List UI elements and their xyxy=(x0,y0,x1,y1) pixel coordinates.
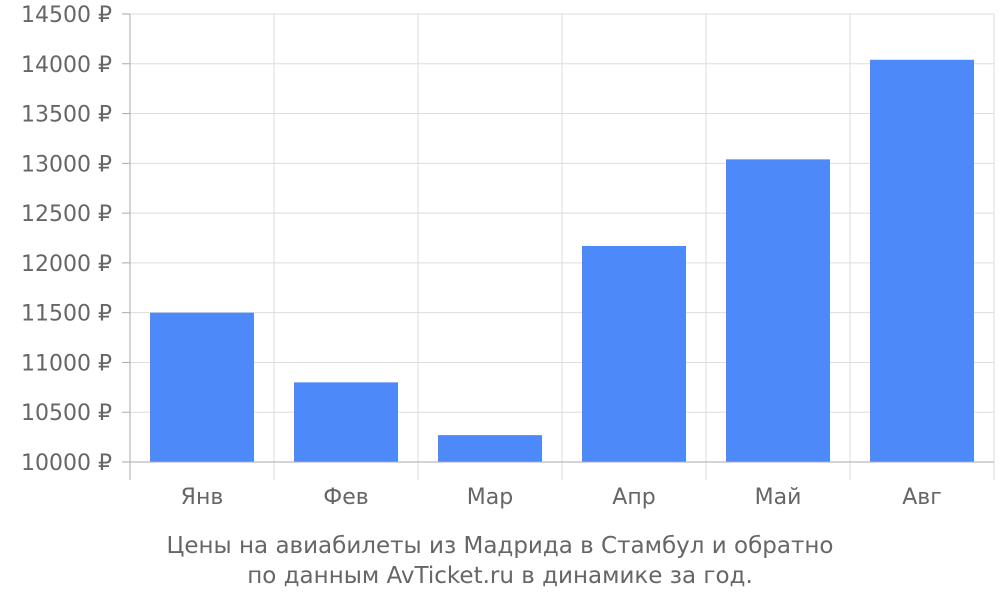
y-tick-label: 14500 ₽ xyxy=(21,3,112,28)
bar-5 xyxy=(726,159,830,462)
x-tick-label: Фев xyxy=(323,485,368,510)
x-tick-label: Авг xyxy=(902,485,942,510)
chart-caption-line-2: по данным AvTicket.ru в динамике за год. xyxy=(247,563,753,589)
y-tick-label: 13500 ₽ xyxy=(21,103,112,128)
y-tick-label: 11500 ₽ xyxy=(21,302,112,327)
y-tick-label: 10000 ₽ xyxy=(21,451,112,476)
bar-1 xyxy=(150,312,254,462)
y-tick-label: 10500 ₽ xyxy=(21,401,112,426)
y-tick-label: 13000 ₽ xyxy=(21,152,112,177)
y-tick-label: 11000 ₽ xyxy=(21,351,112,376)
chart-caption-line-1: Цены на авиабилеты из Мадрида в Стамбул … xyxy=(166,533,834,559)
x-tick-label: Май xyxy=(755,485,802,510)
y-tick-label: 14000 ₽ xyxy=(21,53,112,78)
y-tick-label: 12500 ₽ xyxy=(21,202,112,227)
x-tick-label: Янв xyxy=(181,485,224,510)
bar-6 xyxy=(870,59,974,462)
y-tick-label: 12000 ₽ xyxy=(21,252,112,277)
bar-4 xyxy=(582,245,686,462)
x-tick-label: Мар xyxy=(467,485,513,510)
x-tick-label: Апр xyxy=(612,485,655,510)
bar-2 xyxy=(294,382,398,462)
bar-chart: 10000 ₽ 10500 ₽ 11000 ₽ 11500 ₽ 12000 ₽ 12500… xyxy=(21,3,995,510)
bar-3 xyxy=(438,435,542,462)
